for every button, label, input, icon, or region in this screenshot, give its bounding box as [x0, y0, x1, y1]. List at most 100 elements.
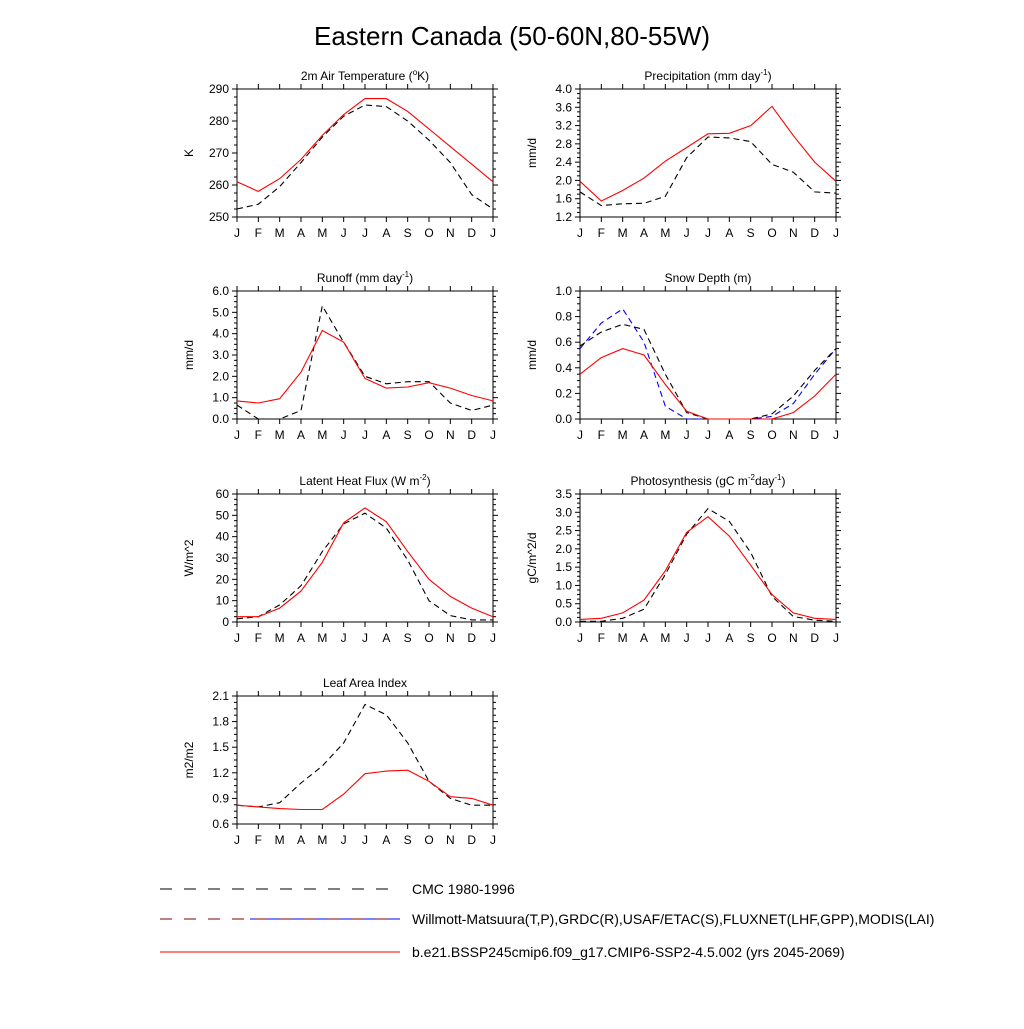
x-tick-label: F	[255, 226, 262, 240]
series-line-obs	[580, 507, 837, 622]
series-line-obs	[236, 703, 493, 808]
x-tick-label: M	[618, 631, 628, 645]
x-tick-label: O	[767, 428, 776, 442]
x-tick-label: N	[446, 833, 455, 847]
x-tick-label: S	[404, 833, 412, 847]
y-tick-label: 0.2	[555, 386, 572, 400]
y-tick-label: 60	[216, 487, 230, 501]
panel-title-runoff: Runoff (mm day-1)	[317, 270, 413, 285]
series-line-model	[236, 98, 494, 193]
x-tick-label: J	[362, 833, 368, 847]
panel-title-after: )	[427, 474, 431, 488]
y-tick-label: 0.0	[212, 412, 229, 426]
y-tick-label: 3.0	[555, 505, 572, 519]
x-tick-label: F	[598, 428, 605, 442]
y-tick-label: 40	[216, 530, 230, 544]
panel-title-sup: -1	[760, 68, 768, 77]
x-tick-label: A	[725, 226, 733, 240]
y-tick-label: 5.0	[212, 305, 229, 319]
x-tick-label: N	[789, 428, 798, 442]
x-tick-label: N	[446, 226, 455, 240]
y-tick-label: 3.5	[555, 487, 572, 501]
y-tick-label: 0.6	[555, 335, 572, 349]
y-tick-label: 3.0	[212, 348, 229, 362]
panel-pre: Precipitation (mm day-1)J F M A M J J A S O N D J1.2…	[525, 68, 841, 240]
series-line-model	[579, 348, 837, 420]
y-tick-label: 1.0	[555, 284, 572, 298]
panel-title-text: Photosynthesis (gC m	[631, 474, 748, 488]
x-tick-label: M	[275, 428, 285, 442]
panel-title-lai: Leaf Area Index	[323, 676, 407, 690]
y-tick-label: 0.0	[555, 615, 572, 629]
x-tick-label: J	[490, 428, 496, 442]
x-tick-label: A	[297, 428, 305, 442]
x-tick-label: O	[424, 833, 433, 847]
legend-label-obs: Willmott-Matsuura(T,P),GRDC(R),USAF/ETAC…	[412, 911, 934, 927]
x-tick-label: A	[297, 833, 305, 847]
x-tick-label: A	[297, 631, 305, 645]
x-tick-label: O	[424, 226, 433, 240]
series-line-obs	[579, 136, 837, 207]
y-axis-label: mm/d	[182, 340, 196, 370]
plot-frame	[236, 695, 494, 825]
y-tick-label: 1.5	[555, 560, 572, 574]
x-tick-label: D	[467, 226, 476, 240]
panel-title-sup: -2	[419, 473, 427, 482]
panel-title-sup: -1	[402, 270, 410, 279]
series-line-model	[237, 507, 494, 618]
x-tick-label: A	[382, 833, 390, 847]
x-tick-label: M	[618, 428, 628, 442]
y-tick-label: 290	[209, 82, 229, 96]
y-tick-label: 2.5	[555, 524, 572, 538]
x-tick-label: S	[404, 226, 412, 240]
x-tick-label: S	[747, 631, 755, 645]
x-tick-label: J	[341, 428, 347, 442]
y-tick-label: 0.4	[555, 361, 572, 375]
panel-title-lhf: Latent Heat Flux (W m-2)	[299, 473, 430, 488]
y-axis-label: m2/m2	[182, 741, 196, 778]
series-line-obs	[236, 304, 494, 420]
x-tick-label: M	[275, 226, 285, 240]
x-tick-label: J	[577, 428, 583, 442]
x-tick-label: S	[747, 226, 755, 240]
panel-lhf: Latent Heat Flux (W m-2)J F M A M J J A S O N D J010…	[182, 473, 498, 645]
y-tick-label: 0.5	[555, 597, 572, 611]
series-line-model	[236, 329, 494, 404]
y-tick-label: 2.0	[555, 173, 572, 187]
x-tick-label: M	[275, 631, 285, 645]
plot-frame	[236, 88, 494, 218]
x-tick-label: M	[660, 428, 670, 442]
y-tick-label: 4.0	[555, 82, 572, 96]
x-tick-label: J	[341, 226, 347, 240]
x-tick-label: J	[833, 631, 839, 645]
x-tick-label: A	[382, 226, 390, 240]
x-tick-label: J	[490, 631, 496, 645]
x-tick-label: J	[705, 631, 711, 645]
panel-runoff: Runoff (mm day-1)J F M A M J J A S O N D J0.01.02.03…	[182, 270, 498, 442]
x-tick-label: O	[424, 631, 433, 645]
series-line-obs	[236, 512, 493, 621]
panel-title-snowdp: Snow Depth (m)	[665, 271, 752, 285]
x-tick-label: D	[467, 833, 476, 847]
y-tick-label: 0.6	[212, 817, 229, 831]
x-tick-label: N	[789, 631, 798, 645]
y-tick-label: 2.0	[555, 542, 572, 556]
y-axis-label: W/m^2	[182, 539, 196, 576]
y-axis-label: mm/d	[525, 340, 539, 370]
x-tick-label: J	[833, 226, 839, 240]
y-tick-label: 20	[216, 572, 230, 586]
x-tick-label: M	[660, 631, 670, 645]
x-tick-label: J	[234, 226, 240, 240]
x-tick-label: J	[490, 226, 496, 240]
y-tick-label: 2.0	[212, 369, 229, 383]
y-tick-label: 1.6	[555, 192, 572, 206]
x-tick-label: M	[660, 226, 670, 240]
y-tick-label: 1.8	[212, 715, 229, 729]
x-tick-label: F	[598, 631, 605, 645]
x-tick-label: A	[382, 631, 390, 645]
y-axis-label: K	[182, 149, 196, 157]
x-tick-label: J	[362, 631, 368, 645]
panel-title-text: Leaf Area Index	[323, 676, 407, 690]
x-tick-label: O	[424, 428, 433, 442]
